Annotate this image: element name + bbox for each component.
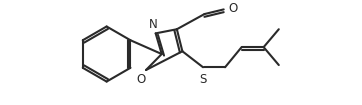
Text: N: N bbox=[149, 18, 158, 31]
Text: S: S bbox=[199, 73, 207, 86]
Text: O: O bbox=[136, 73, 146, 86]
Text: O: O bbox=[229, 1, 238, 14]
